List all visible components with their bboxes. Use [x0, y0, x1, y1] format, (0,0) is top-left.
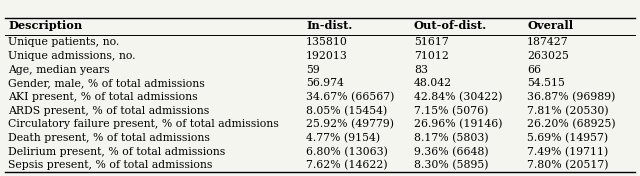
Text: Circulatory failure present, % of total admissions: Circulatory failure present, % of total …: [8, 119, 279, 129]
Text: Gender, male, % of total admissions: Gender, male, % of total admissions: [8, 78, 205, 88]
Text: 48.042: 48.042: [414, 78, 452, 88]
Text: 6.80% (13063): 6.80% (13063): [306, 147, 388, 157]
Text: 7.80% (20517): 7.80% (20517): [527, 160, 609, 171]
Text: 9.36% (6648): 9.36% (6648): [414, 147, 488, 157]
Text: Delirium present, % of total admissions: Delirium present, % of total admissions: [8, 147, 225, 157]
Text: Sepsis present, % of total admissions: Sepsis present, % of total admissions: [8, 160, 212, 170]
Text: AKI present, % of total admissions: AKI present, % of total admissions: [8, 92, 198, 102]
Text: 56.974: 56.974: [306, 78, 344, 88]
Text: 7.62% (14622): 7.62% (14622): [306, 160, 388, 171]
Text: Unique admissions, no.: Unique admissions, no.: [8, 51, 136, 61]
Text: Death present, % of total admissions: Death present, % of total admissions: [8, 133, 210, 143]
Text: 7.15% (5076): 7.15% (5076): [414, 105, 488, 116]
Text: ARDS present, % of total admissions: ARDS present, % of total admissions: [8, 106, 209, 116]
Text: Unique patients, no.: Unique patients, no.: [8, 37, 119, 47]
Text: 83: 83: [414, 65, 428, 74]
Text: Description: Description: [8, 20, 83, 31]
Text: 59: 59: [306, 65, 320, 74]
Text: Overall: Overall: [527, 20, 573, 31]
Text: 34.67% (66567): 34.67% (66567): [306, 92, 394, 102]
Text: 4.77% (9154): 4.77% (9154): [306, 133, 380, 143]
Text: 7.49% (19711): 7.49% (19711): [527, 147, 608, 157]
Text: 8.17% (5803): 8.17% (5803): [414, 133, 488, 143]
Text: Age, median years: Age, median years: [8, 65, 109, 74]
Text: 54.515: 54.515: [527, 78, 565, 88]
Text: 36.87% (96989): 36.87% (96989): [527, 92, 616, 102]
Text: 25.92% (49779): 25.92% (49779): [306, 119, 394, 130]
Text: 26.96% (19146): 26.96% (19146): [414, 119, 502, 130]
Text: 187427: 187427: [527, 37, 568, 47]
Text: 8.30% (5895): 8.30% (5895): [414, 160, 488, 171]
Text: 42.84% (30422): 42.84% (30422): [414, 92, 502, 102]
Text: 71012: 71012: [414, 51, 449, 61]
Text: 7.81% (20530): 7.81% (20530): [527, 105, 609, 116]
Text: 135810: 135810: [306, 37, 348, 47]
Text: 26.20% (68925): 26.20% (68925): [527, 119, 616, 130]
Text: In-dist.: In-dist.: [306, 20, 352, 31]
Text: 8.05% (15454): 8.05% (15454): [306, 105, 387, 116]
Text: 263025: 263025: [527, 51, 569, 61]
Text: 5.69% (14957): 5.69% (14957): [527, 133, 608, 143]
Text: 192013: 192013: [306, 51, 348, 61]
Text: Out-of-dist.: Out-of-dist.: [414, 20, 487, 31]
Text: 66: 66: [527, 65, 541, 74]
Text: 51617: 51617: [414, 37, 449, 47]
